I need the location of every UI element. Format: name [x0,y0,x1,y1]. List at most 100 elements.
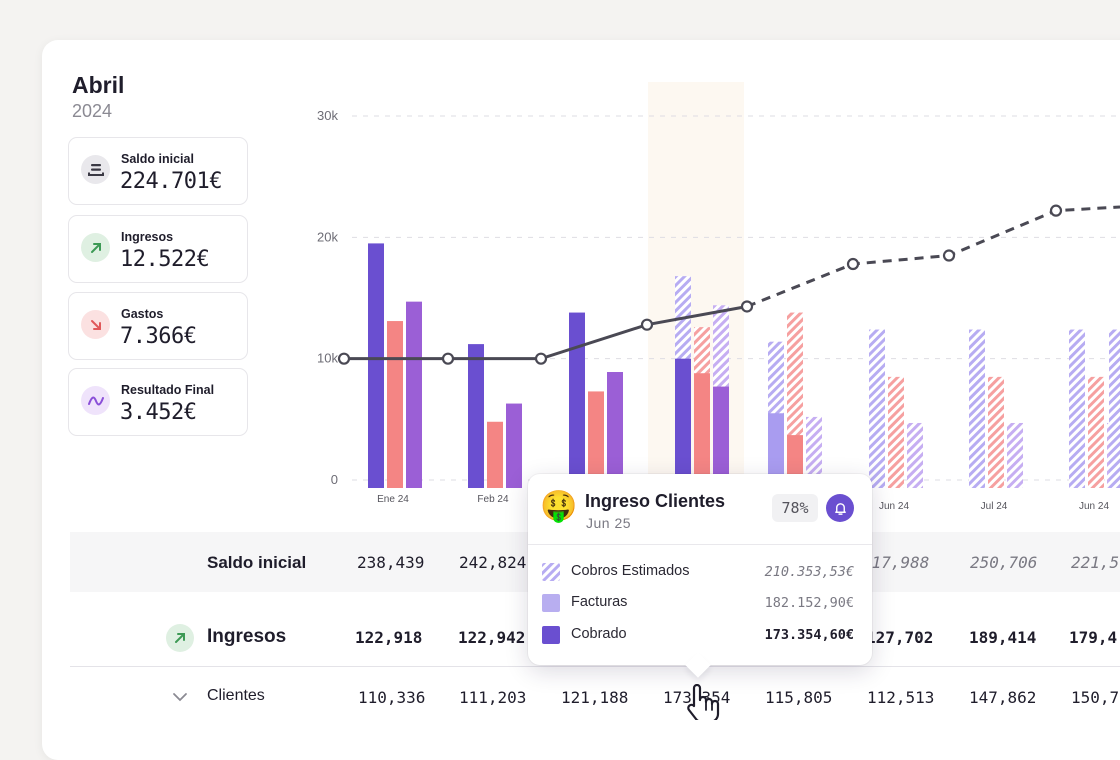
stat-ingresos[interactable]: Ingresos 12.522€ [68,215,248,283]
bar-cobrado [675,358,691,488]
bar-cobros-estimados [869,329,885,488]
bell-icon[interactable] [826,494,854,522]
tooltip-row-name: Cobros Estimados [571,563,690,579]
bar-facturas [768,413,784,488]
bar-cobrado [468,344,484,488]
table-cell: 242,824 [459,553,527,572]
table-cell: 150,7 [1071,688,1120,707]
bar-otros-estimados [907,422,923,488]
bar-gastos [588,391,604,488]
wave-icon [81,386,110,415]
y-tick-label: 10k [317,351,338,366]
bar-cobrado [368,243,384,488]
bar-otros-estimados [1007,422,1023,488]
arrow-down-right-icon [81,310,110,339]
bar-otros [406,301,422,488]
bar-cobros-estimados [1069,329,1085,488]
row-label-clientes: Clientes [207,687,265,704]
stat-label: Gastos [121,307,164,321]
x-tick-label: Feb 24 [477,494,509,505]
bar-gastos [487,421,503,488]
x-tick-label: Jun 24 [879,501,909,512]
table-cell: 122,918 [355,628,423,647]
x-tick-label: Jul 24 [981,501,1008,512]
bar-gastos [694,373,710,488]
y-tick-label: 30k [317,108,338,123]
tooltip-date: Jun 25 [586,515,632,531]
year-label: 2024 [72,101,113,121]
bar-otros [607,372,623,488]
line-point [846,257,860,271]
table-cell: 147,862 [969,688,1037,707]
bar-otros-estimados [806,416,822,488]
line-point [337,352,351,365]
tooltip-row-name: Facturas [571,594,628,610]
arrow-up-right-icon [166,624,194,652]
x-tick-label: Ene 24 [377,494,409,505]
y-tick-label: 20k [317,229,338,244]
bar-gastos-estimados [988,376,1004,488]
tooltip-row-amount: 210.353,53€ [764,564,854,580]
stat-label: Resultado Final [121,383,215,397]
hatched-swatch-icon [542,563,560,581]
bar-cobros-estimados [1109,329,1120,488]
x-tick-label: Jun 24 [1079,501,1109,512]
tooltip-percent: 78% [772,494,818,522]
line-point [441,352,455,365]
stat-label: Ingresos [121,230,174,244]
bar-gastos-estimados [888,376,904,488]
arrow-up-right-icon [81,233,110,262]
money-face-icon: 🤑 [540,490,578,523]
tooltip-row-amount: 182.152,90€ [764,595,854,611]
tooltip-row-name: Cobrado [571,626,627,642]
chevron-down-icon[interactable] [172,690,188,708]
table-cell: 221,5 [1071,553,1120,572]
table-cell: 122,942 [458,628,526,647]
tooltip-row-facturas: Facturas 182.152,90€ [542,591,858,613]
table-cell: 111,203 [459,688,527,707]
stack-icon [81,155,110,184]
line-point [740,300,754,313]
table-cell: 179,4 [1069,628,1118,647]
line-point [1049,204,1063,217]
line-point [942,249,956,262]
table-cell: 217,988 [862,553,930,572]
row-label-ingresos: Ingresos [207,626,287,647]
tooltip-row-cobros-estimados: Cobros Estimados 210.353,53€ [542,560,858,582]
tooltip-title: Ingreso Clientes [585,491,726,511]
stat-value: 12.522€ [120,247,210,272]
tooltip-row-amount: 173.354,60€ [764,627,854,643]
cashflow-chart: 0 10k 20k 30k Ene 24 Feb 24 Jun 24 Jul 24 Jun 24 [317,82,1120,512]
table-cell: 127,702 [866,628,934,647]
table-cell: 250,706 [970,553,1038,572]
stat-value: 3.452€ [120,400,197,425]
stat-gastos[interactable]: Gastos 7.366€ [68,292,248,360]
stat-label: Saldo inicial [121,152,194,166]
tooltip-row-cobrado: Cobrado 173.354,60€ [542,623,858,645]
tooltip-ingreso-clientes: 🤑 Ingreso Clientes Jun 25 78% Cobros Est… [528,474,872,678]
table-cell: 110,336 [358,688,426,707]
month-title: Abril [72,72,125,98]
line-point [640,318,654,331]
bar-gastos-estimados [1088,376,1104,488]
stat-value: 7.366€ [120,324,197,349]
stat-saldo-inicial[interactable]: Saldo inicial 224.701€ [68,137,248,205]
table-cell: 189,414 [969,628,1037,647]
bar-cobros-estimados [969,329,985,488]
line-saldo-dashed [746,205,1120,308]
bar-otros [713,386,729,488]
hand-pointer-icon [687,684,720,720]
swatch-icon [542,594,560,612]
table-cell: 112,513 [867,688,935,707]
line-point [534,352,548,365]
y-tick-label: 0 [331,472,338,487]
stat-resultado-final[interactable]: Resultado Final 3.452€ [68,368,248,436]
swatch-icon [542,626,560,644]
tooltip-divider [528,544,872,545]
table-cell: 115,805 [765,688,833,707]
row-label-saldo-inicial: Saldo inicial [207,553,307,572]
bar-otros [506,403,522,488]
table-cell: 238,439 [357,553,425,572]
table-cell: 121,188 [561,688,629,707]
bar-cobrado [569,312,585,488]
